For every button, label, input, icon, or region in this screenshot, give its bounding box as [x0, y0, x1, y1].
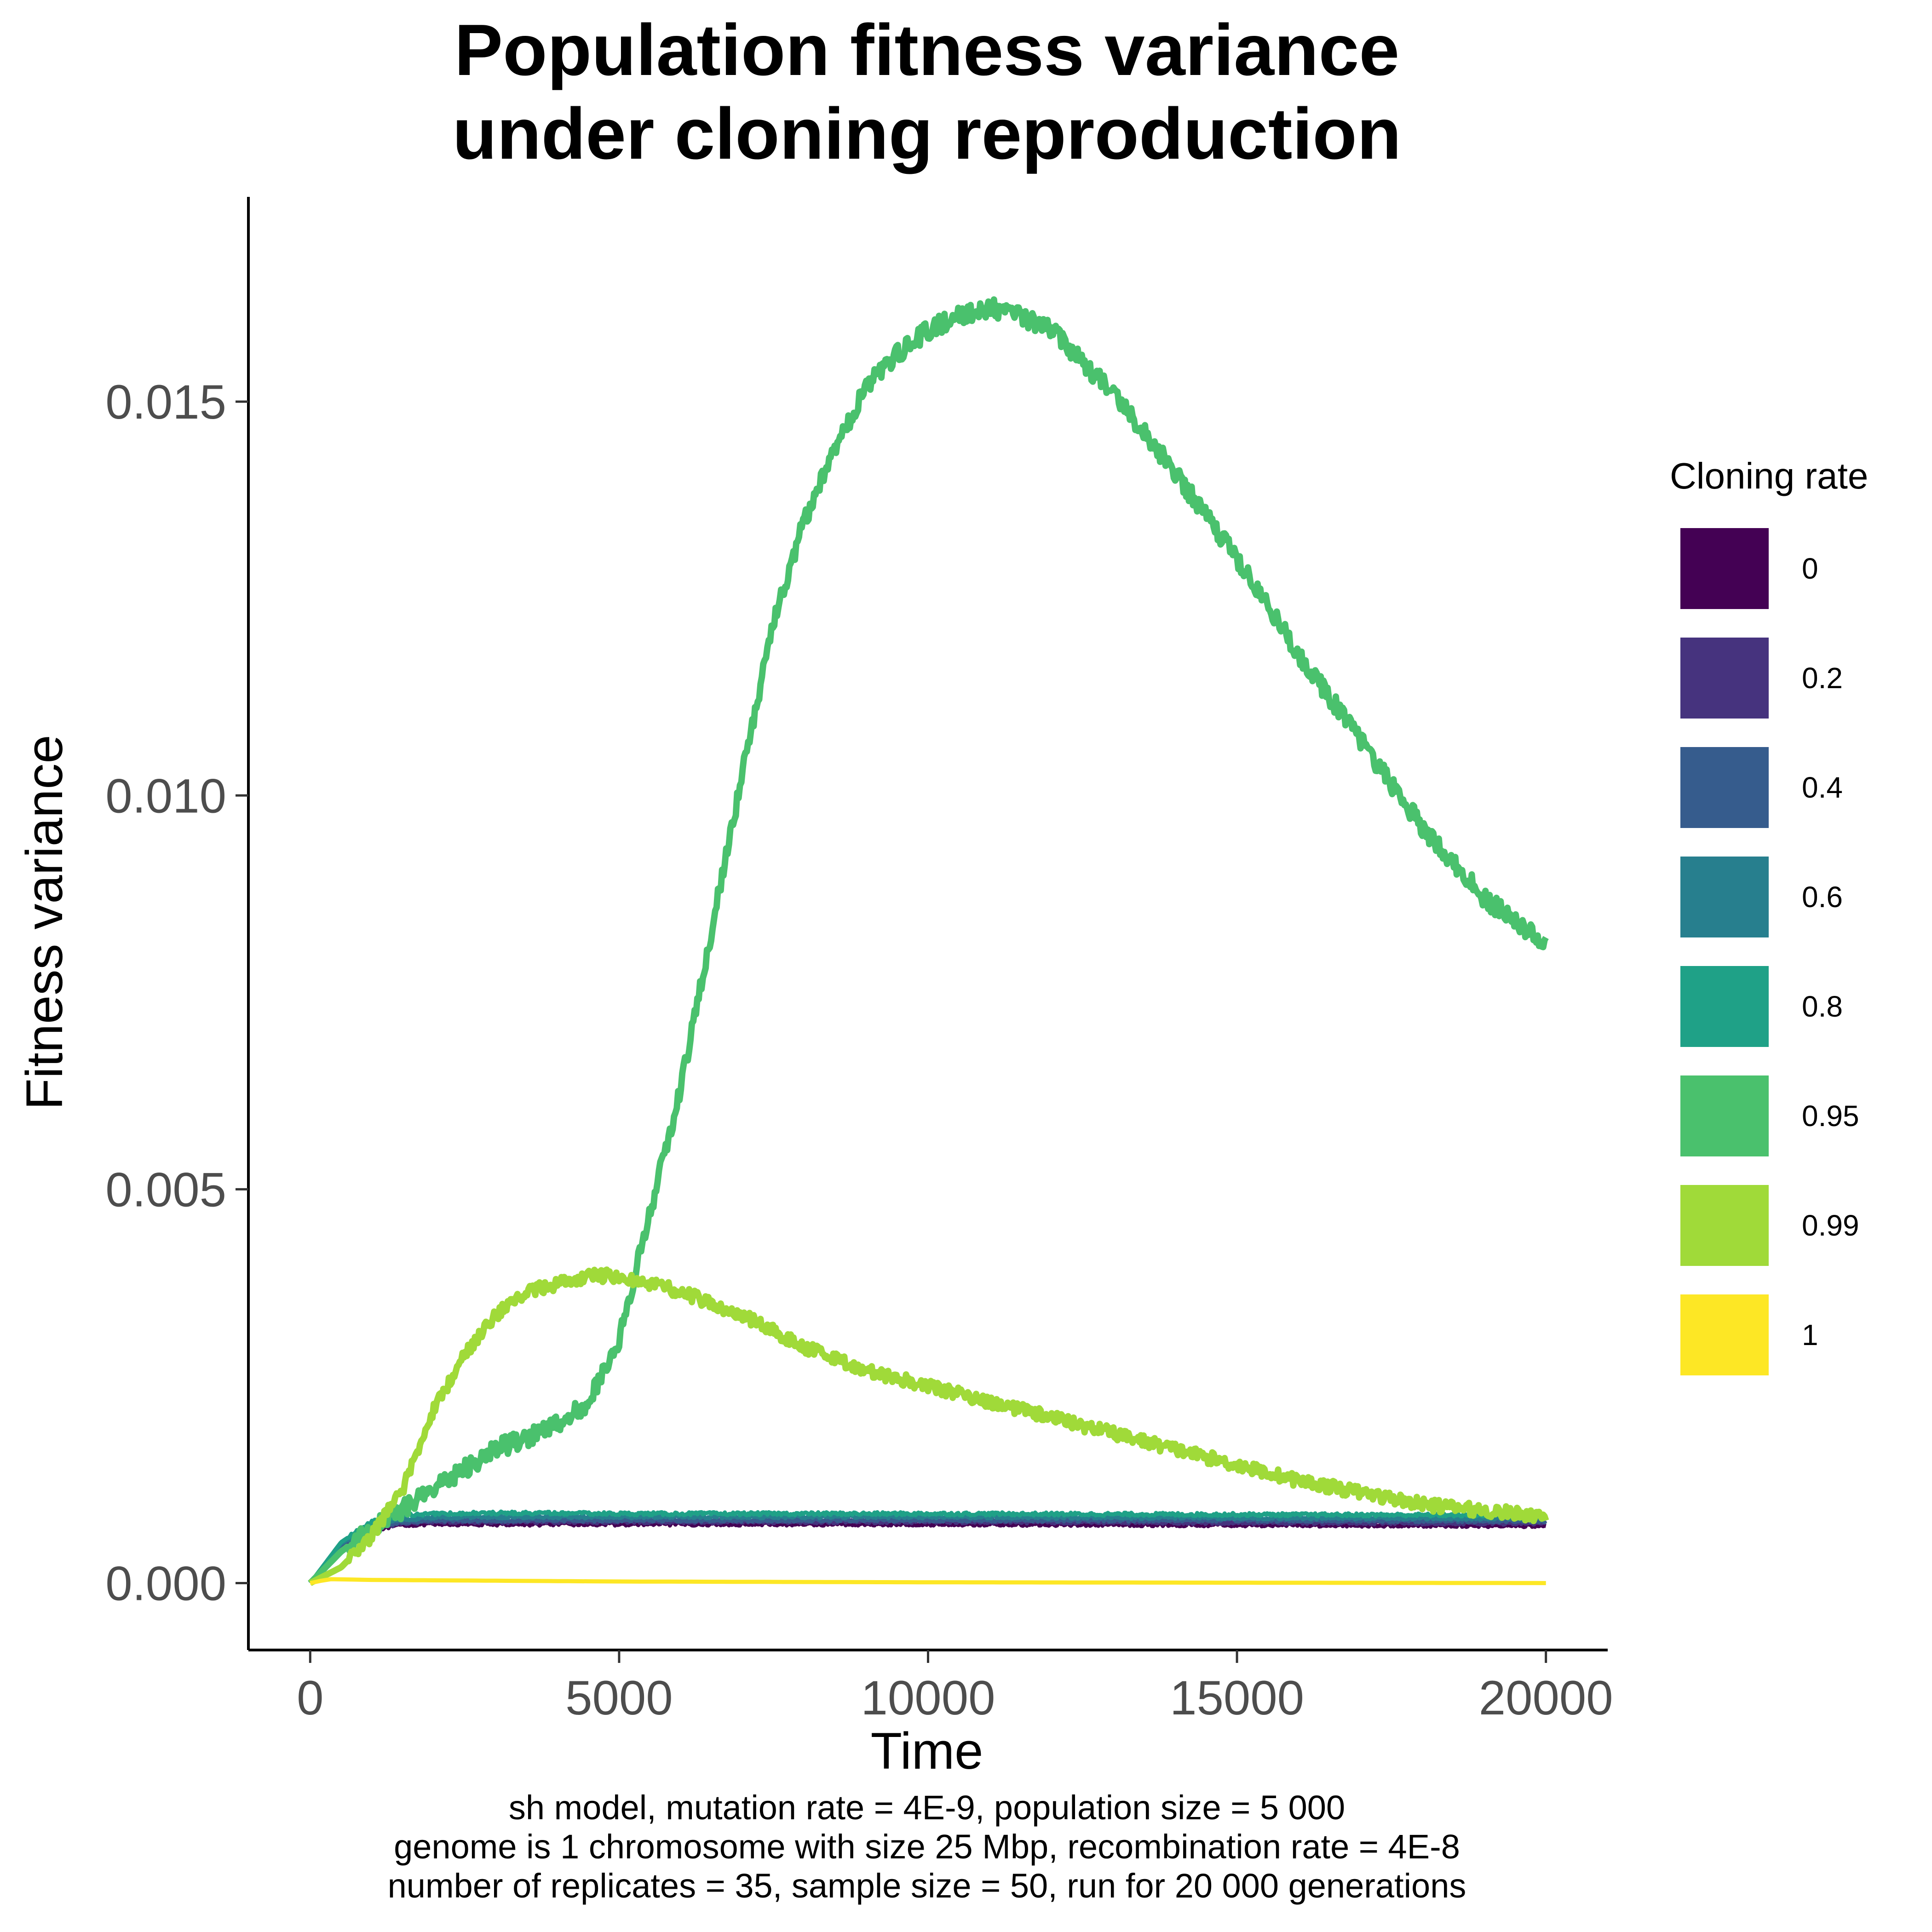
legend-key: [1680, 1185, 1769, 1266]
legend-label: 0.95: [1802, 1099, 1859, 1133]
legend: Cloning rate 0 0.2 0.4 0.6 0.8 0.95 0.99 1: [1670, 455, 1868, 1375]
legend-key: [1680, 528, 1769, 609]
legend-label: 0.8: [1802, 990, 1843, 1023]
x-tick-label: 20000: [1479, 1671, 1613, 1725]
legend-label: 0: [1802, 552, 1818, 585]
series-line: [308, 1520, 1547, 1585]
legend-key: [1680, 747, 1769, 828]
series-line: [308, 1509, 1547, 1585]
legend-label: 0.2: [1802, 661, 1843, 695]
y-tick-label: 0.000: [105, 1557, 226, 1610]
legend-key: [1680, 966, 1769, 1047]
x-tick-label: 0: [297, 1671, 323, 1725]
legend-key: [1680, 857, 1769, 937]
legend-label: 1: [1802, 1318, 1818, 1351]
legend-key: [1680, 1294, 1769, 1375]
legend-key: [1680, 638, 1769, 719]
chart-title-line-1: Population fitness variance: [454, 10, 1400, 91]
caption-line-2: genome is 1 chromosome with size 25 Mbp,…: [394, 1828, 1460, 1866]
y-tick-label: 0.005: [105, 1163, 226, 1217]
x-tick-label: 10000: [861, 1671, 995, 1725]
legend-label: 0.99: [1802, 1209, 1859, 1242]
caption-line-1: sh model, mutation rate = 4E-9, populati…: [509, 1788, 1345, 1827]
y-axis-title: Fitness variance: [16, 735, 73, 1110]
x-axis-title: Time: [871, 1722, 983, 1780]
caption-line-3: number of replicates = 35, sample size =…: [388, 1867, 1466, 1905]
plot-lines: [308, 296, 1549, 1586]
legend-label: 0.4: [1802, 771, 1843, 804]
legend-title: Cloning rate: [1670, 455, 1868, 496]
x-tick-label: 15000: [1170, 1671, 1304, 1725]
legend-key: [1680, 1075, 1769, 1156]
y-tick-label: 0.015: [105, 375, 226, 429]
caption: sh model, mutation rate = 4E-9, populati…: [388, 1788, 1466, 1905]
series-line: [308, 1518, 1547, 1585]
legend-items: 0 0.2 0.4 0.6 0.8 0.95 0.99 1: [1680, 528, 1859, 1375]
series-line: [308, 1516, 1547, 1585]
x-tick-label: 5000: [565, 1671, 673, 1725]
legend-label: 0.6: [1802, 880, 1843, 914]
series-line: [308, 1266, 1549, 1586]
series-line: [308, 296, 1549, 1586]
y-axis-ticks: 0.000 0.005 0.010 0.015: [105, 375, 248, 1610]
x-axis-ticks: 0 5000 10000 15000 20000: [297, 1650, 1613, 1725]
chart-title-line-2: under cloning reproduction: [453, 93, 1402, 174]
y-tick-label: 0.010: [105, 769, 226, 823]
series-line: [310, 1577, 1546, 1585]
